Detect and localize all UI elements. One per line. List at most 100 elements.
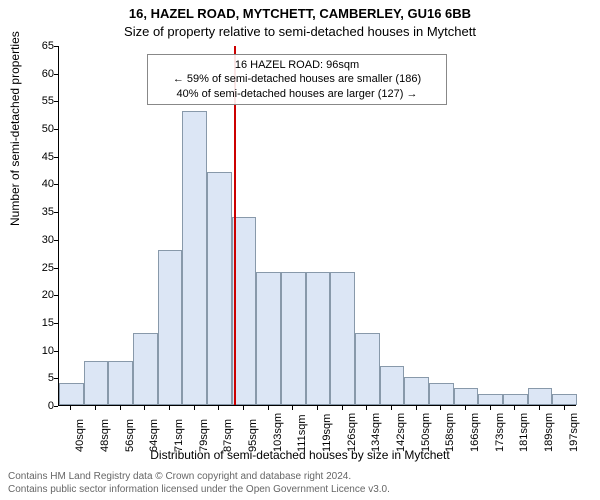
- x-tick-mark: [342, 406, 343, 410]
- x-tick-label: 56sqm: [124, 419, 136, 452]
- x-tick-label: 181sqm: [518, 413, 530, 452]
- x-tick-label: 111sqm: [296, 414, 308, 452]
- x-tick-mark: [391, 406, 392, 410]
- histogram-bar: [306, 272, 331, 405]
- y-tick-label: 60: [30, 68, 54, 80]
- histogram-bar: [108, 361, 133, 405]
- x-tick-mark: [514, 406, 515, 410]
- x-tick-mark: [416, 406, 417, 410]
- x-tick-mark: [268, 406, 269, 410]
- annotation-line1: 16 HAZEL ROAD: 96sqm: [154, 58, 440, 72]
- x-tick-label: 126sqm: [346, 413, 358, 452]
- histogram-bar: [478, 394, 503, 405]
- histogram-bar: [380, 366, 405, 405]
- chart-subtitle: Size of property relative to semi-detach…: [0, 24, 600, 39]
- x-tick-label: 158sqm: [444, 413, 456, 452]
- y-tick-mark: [54, 351, 58, 352]
- x-tick-label: 64sqm: [148, 419, 160, 452]
- footer-attribution: Contains HM Land Registry data © Crown c…: [8, 470, 390, 496]
- x-tick-label: 40sqm: [74, 419, 86, 452]
- x-tick-mark: [95, 406, 96, 410]
- histogram-bar: [182, 111, 207, 405]
- x-tick-label: 189sqm: [543, 413, 555, 452]
- x-tick-label: 103sqm: [272, 413, 284, 452]
- histogram-bar: [552, 394, 577, 405]
- y-tick-label: 50: [30, 123, 54, 135]
- y-tick-label: 40: [30, 178, 54, 190]
- x-tick-mark: [539, 406, 540, 410]
- plot-area: 16 HAZEL ROAD: 96sqm← 59% of semi-detach…: [58, 46, 576, 406]
- x-tick-label: 197sqm: [568, 413, 580, 452]
- x-tick-mark: [144, 406, 145, 410]
- chart-title: 16, HAZEL ROAD, MYTCHETT, CAMBERLEY, GU1…: [0, 6, 600, 21]
- y-tick-mark: [54, 378, 58, 379]
- x-tick-mark: [440, 406, 441, 410]
- x-tick-mark: [243, 406, 244, 410]
- x-tick-label: 71sqm: [173, 419, 185, 452]
- y-tick-label: 25: [30, 262, 54, 274]
- x-tick-mark: [292, 406, 293, 410]
- x-tick-mark: [120, 406, 121, 410]
- y-tick-mark: [54, 184, 58, 185]
- x-tick-label: 134sqm: [370, 413, 382, 452]
- x-tick-mark: [70, 406, 71, 410]
- y-tick-mark: [54, 101, 58, 102]
- histogram-bar: [281, 272, 306, 405]
- x-tick-mark: [218, 406, 219, 410]
- y-tick-mark: [54, 268, 58, 269]
- annotation-line3: 40% of semi-detached houses are larger (…: [154, 87, 440, 101]
- x-tick-mark: [366, 406, 367, 410]
- y-tick-mark: [54, 157, 58, 158]
- footer-line1: Contains HM Land Registry data © Crown c…: [8, 470, 390, 483]
- x-tick-mark: [194, 406, 195, 410]
- histogram-bar: [256, 272, 281, 405]
- x-tick-label: 166sqm: [469, 413, 481, 452]
- y-tick-label: 15: [30, 317, 54, 329]
- histogram-bar: [133, 333, 158, 405]
- histogram-bar: [429, 383, 454, 405]
- x-tick-label: 87sqm: [222, 419, 234, 452]
- y-tick-mark: [54, 406, 58, 407]
- y-tick-label: 65: [30, 40, 54, 52]
- histogram-bar: [528, 388, 553, 405]
- y-tick-label: 0: [30, 400, 54, 412]
- y-tick-mark: [54, 46, 58, 47]
- annotation-line2: ← 59% of semi-detached houses are smalle…: [154, 72, 440, 86]
- x-tick-mark: [169, 406, 170, 410]
- y-tick-label: 5: [30, 372, 54, 384]
- histogram-bar: [207, 172, 232, 405]
- histogram-bar: [503, 394, 528, 405]
- histogram-bar: [404, 377, 429, 405]
- x-tick-label: 95sqm: [247, 419, 259, 452]
- histogram-bar: [84, 361, 109, 405]
- histogram-bar: [454, 388, 479, 405]
- x-tick-label: 173sqm: [494, 413, 506, 452]
- y-axis-label: Number of semi-detached properties: [8, 31, 22, 226]
- x-tick-mark: [490, 406, 491, 410]
- y-tick-mark: [54, 129, 58, 130]
- x-tick-label: 79sqm: [198, 419, 210, 452]
- x-tick-label: 150sqm: [420, 413, 432, 452]
- y-tick-mark: [54, 295, 58, 296]
- x-tick-label: 119sqm: [321, 414, 333, 452]
- y-tick-label: 30: [30, 234, 54, 246]
- x-tick-label: 142sqm: [395, 413, 407, 452]
- histogram-bar: [330, 272, 355, 405]
- y-tick-label: 55: [30, 95, 54, 107]
- annotation-box: 16 HAZEL ROAD: 96sqm← 59% of semi-detach…: [147, 54, 447, 105]
- y-tick-label: 20: [30, 289, 54, 301]
- x-tick-mark: [564, 406, 565, 410]
- footer-line2: Contains public sector information licen…: [8, 483, 390, 496]
- y-tick-mark: [54, 323, 58, 324]
- histogram-bar: [59, 383, 84, 405]
- histogram-bar: [158, 250, 183, 405]
- x-tick-mark: [465, 406, 466, 410]
- histogram-bar: [355, 333, 380, 405]
- y-tick-label: 35: [30, 206, 54, 218]
- x-tick-label: 48sqm: [99, 419, 111, 452]
- y-tick-label: 10: [30, 345, 54, 357]
- y-tick-mark: [54, 212, 58, 213]
- x-tick-mark: [317, 406, 318, 410]
- y-tick-mark: [54, 240, 58, 241]
- y-tick-mark: [54, 74, 58, 75]
